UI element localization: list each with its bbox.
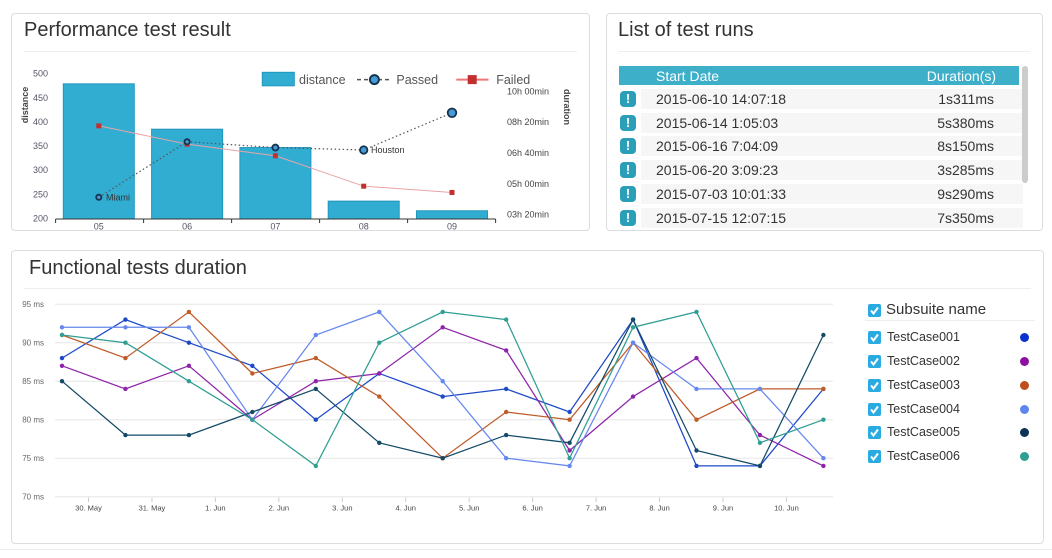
svg-text:75 ms: 75 ms [22,454,44,463]
svg-text:8. Jun: 8. Jun [649,504,669,513]
svg-text:4. Jun: 4. Jun [396,504,416,513]
svg-text:08: 08 [359,222,369,232]
svg-text:5. Jun: 5. Jun [459,504,479,513]
svg-text:Houston: Houston [371,145,405,155]
svg-text:70 ms: 70 ms [22,493,44,502]
svg-text:7. Jun: 7. Jun [586,504,606,513]
svg-text:07: 07 [270,222,280,232]
svg-text:250: 250 [33,189,48,199]
svg-text:85 ms: 85 ms [22,377,44,386]
svg-text:31. May: 31. May [139,504,166,513]
svg-text:80 ms: 80 ms [22,416,44,425]
svg-text:3. Jun: 3. Jun [332,504,352,513]
svg-text:05h 00min: 05h 00min [507,179,549,189]
svg-text:500: 500 [33,69,48,79]
svg-text:Passed: Passed [396,73,438,87]
svg-text:08h 20min: 08h 20min [507,117,549,127]
svg-text:distance: distance [20,87,30,124]
svg-text:Failed: Failed [496,73,530,87]
svg-text:9. Jun: 9. Jun [713,504,733,513]
svg-text:450: 450 [33,93,48,103]
svg-text:05: 05 [94,222,104,232]
svg-text:350: 350 [33,141,48,151]
svg-text:200: 200 [33,214,48,224]
svg-text:2. Jun: 2. Jun [269,504,289,513]
svg-text:Miami: Miami [106,193,130,203]
svg-text:duration: duration [562,89,572,125]
svg-text:95 ms: 95 ms [22,300,44,309]
svg-text:06h 40min: 06h 40min [507,148,549,158]
svg-text:90 ms: 90 ms [22,339,44,348]
svg-text:03h 20min: 03h 20min [507,210,549,220]
svg-text:distance: distance [299,73,346,87]
svg-text:06: 06 [182,222,192,232]
svg-text:6. Jun: 6. Jun [522,504,542,513]
svg-text:300: 300 [33,165,48,175]
svg-text:09: 09 [447,222,457,232]
svg-text:30. May: 30. May [75,504,102,513]
svg-text:10h 00min: 10h 00min [507,86,549,96]
svg-text:400: 400 [33,117,48,127]
svg-text:10. Jun: 10. Jun [774,504,799,513]
svg-text:1. Jun: 1. Jun [205,504,225,513]
